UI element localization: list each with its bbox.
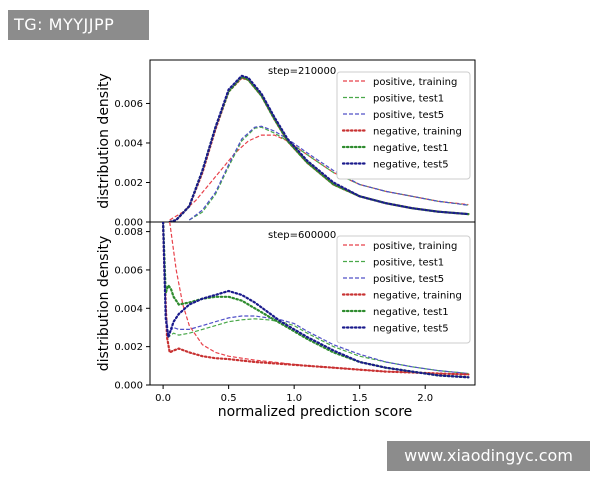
legend-label: positive, test1 [373, 258, 444, 269]
legend-label: negative, training [373, 291, 462, 302]
series-line [188, 125, 469, 221]
y-tick-label: 0.004 [114, 304, 143, 315]
watermark-bottom-right: www.xiaodingyc.com [387, 441, 590, 471]
x-tick-label: 1.0 [286, 393, 302, 404]
legend-label: negative, training [373, 127, 462, 138]
y-tick-label: 0.000 [114, 218, 143, 229]
chart-panel-bottom: 0.000 0.002 0.004 0.006 0.008 0.0 0.5 1.0 1.5 2.0… [96, 221, 476, 404]
y-tick-label: 0.002 [114, 178, 143, 189]
series-line [169, 134, 469, 221]
panel-title: step=600000 [268, 230, 336, 241]
legend-label: negative, test1 [373, 143, 449, 154]
legend-label: negative, test1 [373, 307, 449, 318]
y-axis-label: distribution density [96, 73, 112, 209]
legend-label: positive, training [373, 77, 457, 88]
x-tick-label: 2.0 [417, 393, 433, 404]
y-axis-label: distribution density [96, 236, 112, 372]
legend-label: positive, test5 [373, 110, 444, 121]
y-tick-label: 0.006 [114, 99, 143, 110]
y-tick-label: 0.006 [114, 265, 143, 276]
x-tick-label: 0.0 [155, 393, 171, 404]
legend-label: negative, test5 [373, 324, 449, 335]
series-line [162, 222, 469, 375]
y-tick-label: 0.004 [114, 138, 143, 149]
series-line [162, 222, 470, 379]
legend-label: positive, test5 [373, 274, 444, 285]
y-tick-label: 0.000 [114, 381, 143, 392]
legend-label: positive, training [373, 241, 457, 252]
legend-box [336, 71, 471, 180]
series-line [162, 222, 470, 376]
legend-label: negative, test5 [373, 160, 449, 171]
y-tick-label: 0.008 [114, 227, 143, 238]
x-tick-label: 1.5 [352, 393, 368, 404]
watermark-top-left: TG: MYYJJPP [8, 10, 149, 40]
y-tick-label: 0.002 [114, 342, 143, 353]
panel-title: step=210000 [268, 66, 336, 77]
series-line [168, 74, 470, 222]
legend-label: positive, test1 [373, 94, 444, 105]
series-line [162, 222, 469, 375]
legend-box [336, 235, 471, 344]
plot-frame [149, 221, 476, 386]
x-axis-label: normalized prediction score [218, 404, 413, 420]
x-tick-label: 0.5 [221, 393, 237, 404]
